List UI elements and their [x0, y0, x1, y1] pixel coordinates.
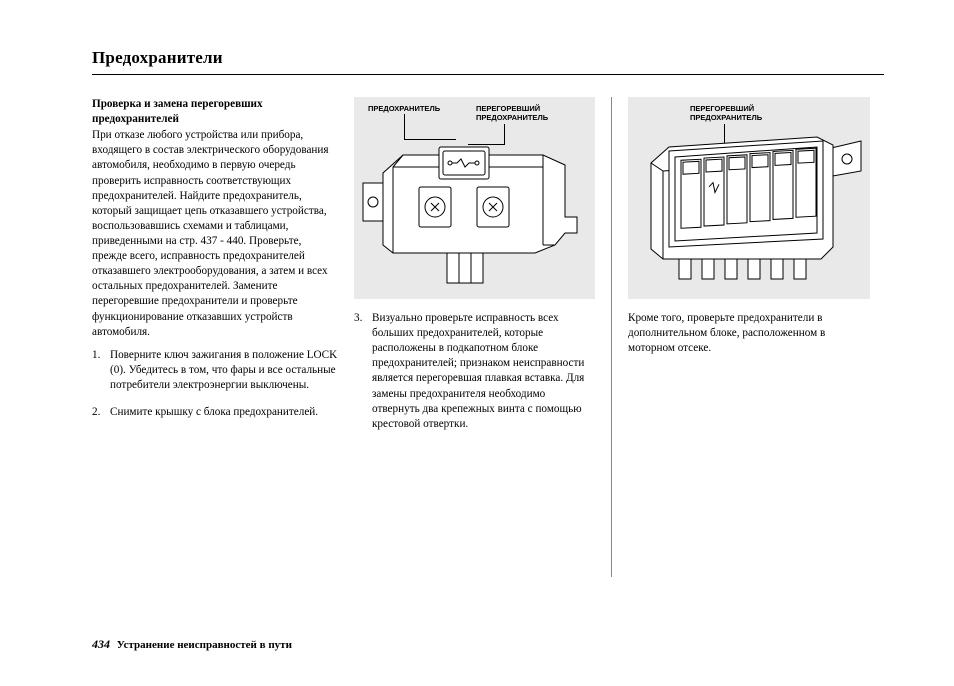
figure-fuse-block-a: ПРЕДОХРАНИТЕЛЬ ПЕРЕГОРЕВШИЙ ПРЕДОХРАНИТЕ… [354, 97, 595, 299]
figure-label-blown: ПЕРЕГОРЕВШИЙ ПРЕДОХРАНИТЕЛЬ [476, 105, 556, 122]
page-number: 434 [92, 637, 110, 651]
col3-paragraph: Кроме того, проверьте предохранители в д… [628, 311, 870, 356]
column-2: ПРЕДОХРАНИТЕЛЬ ПЕРЕГОРЕВШИЙ ПРЕДОХРАНИТЕ… [354, 97, 612, 577]
step-3: Визуально проверьте исправность всех бол… [354, 311, 595, 432]
step-1: Поверните ключ зажигания в положение LOC… [92, 348, 338, 393]
figure-label-fuse: ПРЕДОХРАНИТЕЛЬ [368, 105, 440, 114]
column-3: ПЕРЕГОРЕВШИЙ ПРЕДОХРАНИТЕЛЬ [612, 97, 870, 577]
step-2: Снимите крышку с блока предохранителей. [92, 405, 338, 420]
steps-list-continued: Визуально проверьте исправность всех бол… [354, 311, 595, 432]
figure-fuse-block-b: ПЕРЕГОРЕВШИЙ ПРЕДОХРАНИТЕЛЬ [628, 97, 870, 299]
section-subhead: Проверка и замена перегоревших предохран… [92, 97, 338, 127]
content-columns: Проверка и замена перегоревших предохран… [92, 97, 884, 577]
steps-list: Поверните ключ зажигания в положение LOC… [92, 348, 338, 420]
intro-paragraph: При отказе любого устройства или прибора… [92, 128, 338, 340]
column-1: Проверка и замена перегоревших предохран… [92, 97, 354, 577]
fuse-block-diagram-b [629, 119, 869, 299]
page-footer: 434 Устранение неисправностей в пути [92, 637, 292, 652]
page-title: Предохранители [92, 48, 884, 75]
footer-section: Устранение неисправностей в пути [117, 639, 292, 651]
fuse-block-diagram-a [355, 125, 595, 295]
